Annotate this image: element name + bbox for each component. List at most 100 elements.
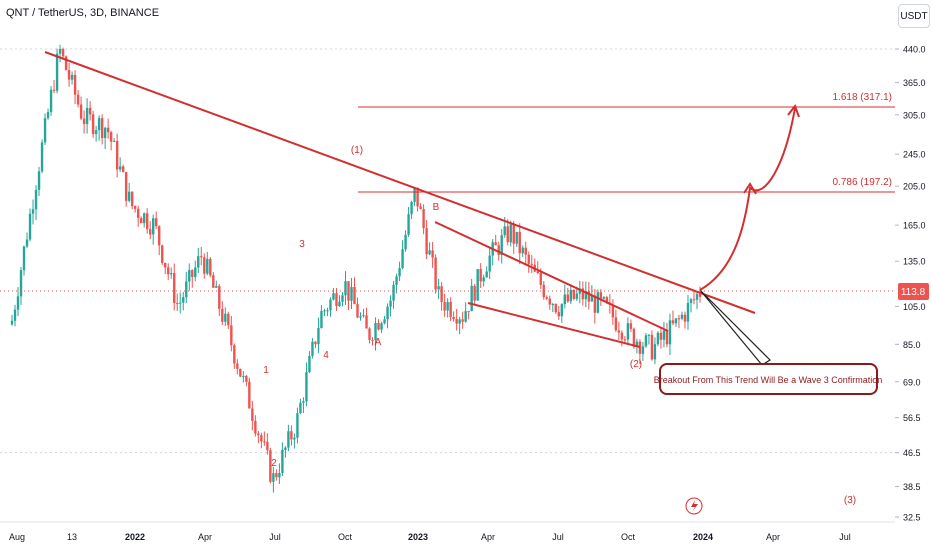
candle-body	[431, 250, 434, 258]
candle-body	[52, 89, 56, 91]
candle-body	[410, 201, 413, 215]
candle-body	[557, 312, 560, 317]
candle-body	[164, 262, 167, 268]
candle-body	[308, 355, 311, 373]
candle-body	[368, 328, 371, 340]
candle-body	[227, 313, 230, 326]
candle-body	[605, 297, 609, 303]
price-axis[interactable]	[895, 0, 932, 550]
x-tick-label: 2023	[408, 532, 428, 542]
candle-body	[173, 273, 176, 304]
y-tick-label: 305.0	[903, 110, 926, 120]
x-tick-label: Jul	[552, 532, 564, 542]
candle-body	[590, 295, 594, 302]
projection-curve	[699, 107, 796, 291]
candle-body	[115, 141, 119, 170]
candle-body	[500, 235, 503, 256]
candle-body	[266, 441, 269, 451]
y-tick-label: 32.5	[903, 513, 921, 523]
candle-body	[545, 297, 548, 299]
drawings: Breakout From This Trend Will Be a Wave …	[44, 51, 895, 515]
candle-body	[145, 213, 149, 230]
candle-body	[191, 270, 194, 277]
candle-body	[695, 294, 699, 300]
candle-body	[320, 310, 323, 328]
candle-body	[551, 304, 554, 306]
candle-body	[560, 304, 563, 317]
candle-body	[398, 268, 401, 277]
wedge-lower-line[interactable]	[467, 302, 641, 348]
candle-body	[335, 293, 338, 306]
candle-body	[464, 311, 467, 322]
candle-body	[73, 74, 77, 95]
candle-body	[158, 226, 161, 246]
candle-body	[290, 431, 293, 440]
x-tick-label: 2022	[125, 532, 145, 542]
candle-body	[611, 304, 615, 318]
candle-body	[650, 334, 654, 360]
long-resistance-trendline[interactable]	[44, 51, 756, 314]
candle-body	[179, 302, 182, 304]
candle-body	[644, 335, 648, 347]
wave-label-4: 4	[323, 350, 329, 361]
lightning-glyph-icon	[691, 500, 698, 512]
candle-body	[185, 281, 188, 298]
candle-body	[407, 214, 410, 235]
candle-body	[206, 258, 209, 274]
wedge-upper-line[interactable]	[434, 221, 669, 332]
callout-box[interactable]	[659, 363, 878, 395]
candle-body	[40, 142, 44, 172]
candle-body	[34, 189, 38, 210]
wave-label-2-minor: 2	[271, 458, 277, 469]
candle-body	[64, 56, 68, 71]
candle-body	[404, 234, 407, 250]
candle-body	[680, 314, 684, 319]
wave-label-a: A	[375, 337, 382, 348]
y-tick-label: 105.0	[903, 302, 926, 312]
candle-body	[302, 401, 305, 403]
candle-body	[668, 320, 672, 345]
candle-body	[194, 267, 197, 277]
candle-body	[524, 247, 527, 255]
candle-body	[46, 112, 50, 119]
candle-body	[542, 284, 545, 298]
x-tick-label: Apr	[198, 532, 212, 542]
x-tick-label: Oct	[338, 532, 353, 542]
candle-body	[422, 208, 425, 229]
candle-body	[79, 104, 83, 119]
candle-body	[85, 107, 89, 125]
x-tick-label: Apr	[766, 532, 780, 542]
candle-body	[281, 449, 284, 473]
candle-body	[88, 107, 92, 115]
candle-body	[218, 286, 221, 309]
candle-body	[395, 276, 398, 285]
candle-body	[43, 118, 47, 143]
candle-body	[626, 323, 630, 340]
y-tick-label: 38.5	[903, 482, 921, 492]
candle-body	[350, 286, 353, 301]
candle-body	[176, 303, 179, 305]
candle-body	[224, 313, 227, 322]
currency-button[interactable]: USDT	[898, 4, 930, 28]
candle-body	[251, 408, 254, 421]
candle-body	[305, 372, 308, 402]
x-tick-label: Jul	[839, 532, 851, 542]
x-tick-label: Apr	[481, 532, 495, 542]
candle-body	[22, 246, 26, 271]
candle-body	[569, 289, 573, 302]
y-tick-label: 205.0	[903, 182, 926, 192]
candle-body	[332, 293, 335, 300]
candle-body	[16, 296, 20, 310]
candle-body	[127, 191, 131, 201]
candle-body	[413, 187, 416, 202]
candle-body	[509, 224, 512, 243]
candle-body	[203, 257, 206, 274]
projection-arrowhead-1	[743, 182, 757, 195]
candle-body	[142, 213, 146, 224]
chart-title: QNT / TetherUS, 3D, BINANCE	[6, 7, 160, 19]
candle-body	[401, 249, 404, 269]
candle-body	[452, 316, 455, 320]
candle-body	[581, 288, 585, 300]
